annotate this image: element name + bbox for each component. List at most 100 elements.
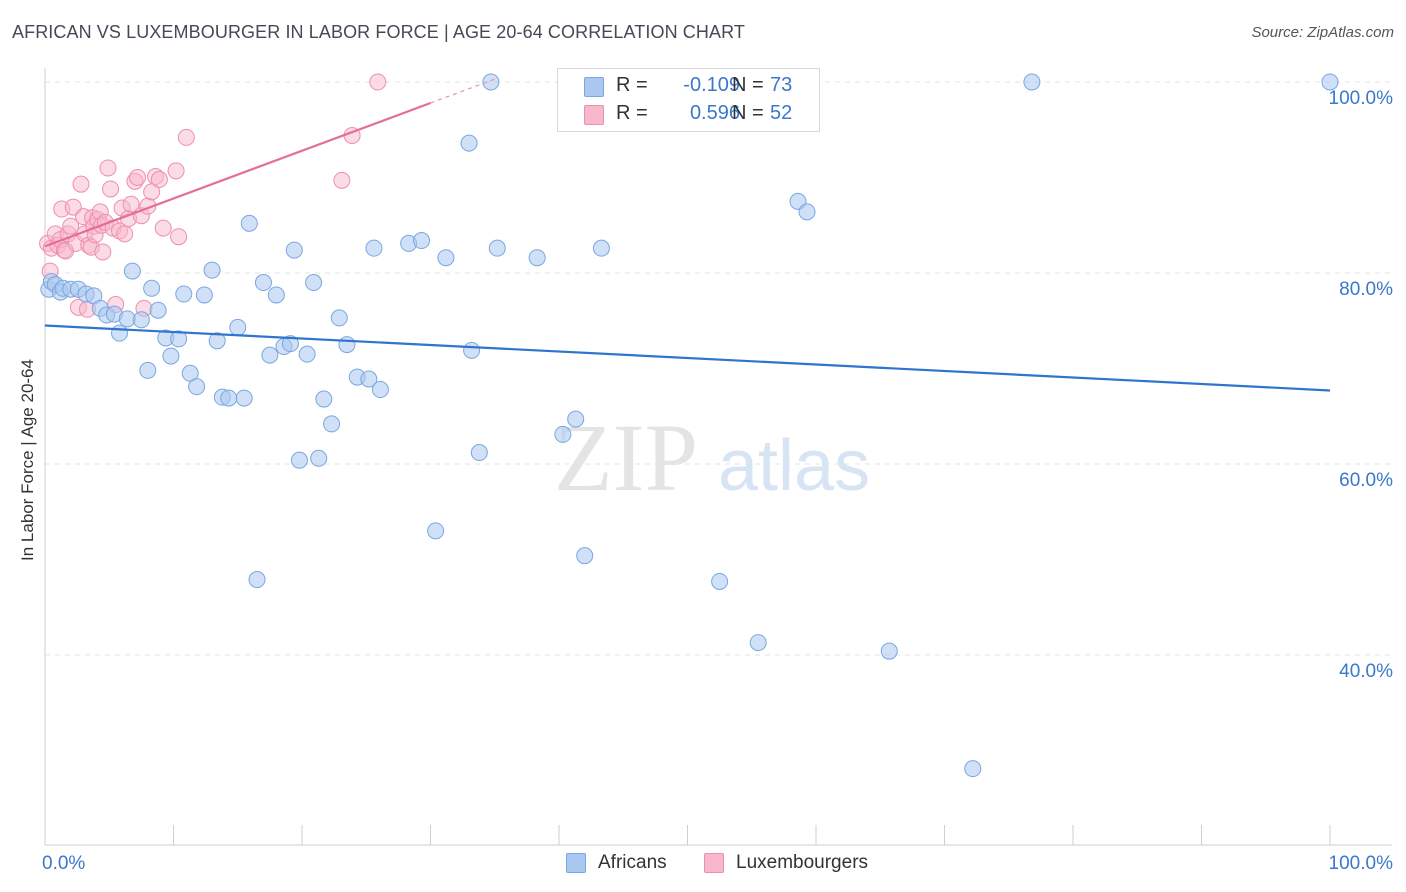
african-point	[267, 286, 285, 304]
african-point	[554, 425, 572, 443]
luxembourger-point	[72, 175, 90, 193]
legend-r-label: R =	[616, 74, 648, 96]
legend-swatch-luxembourgers	[584, 105, 604, 125]
african-point	[338, 336, 356, 354]
luxembourger-point	[369, 73, 387, 91]
african-point	[315, 390, 333, 408]
african-point	[123, 262, 141, 280]
african-point	[488, 239, 506, 257]
luxembourger-point	[116, 225, 134, 243]
african-point	[188, 378, 206, 396]
african-point	[592, 239, 610, 257]
african-point	[576, 547, 594, 565]
african-point	[413, 232, 431, 250]
african-point	[170, 330, 188, 348]
african-point	[371, 381, 389, 399]
axes	[44, 68, 1392, 846]
african-point	[139, 361, 157, 379]
african-point	[460, 134, 478, 152]
african-point	[235, 389, 253, 407]
luxembourger-point	[102, 180, 120, 198]
luxembourger-point	[94, 243, 112, 261]
african-point	[567, 410, 585, 428]
african-point	[323, 415, 341, 433]
african-point	[203, 261, 221, 279]
african-point	[305, 274, 323, 292]
luxembourger-point	[129, 169, 147, 186]
african-point	[711, 572, 729, 590]
legend-n-label: N =	[732, 102, 764, 124]
legend-n-value: 52	[770, 102, 793, 124]
african-point	[281, 335, 299, 353]
african-point	[437, 249, 455, 267]
chart-title: AFRICAN VS LUXEMBOURGER IN LABOR FORCE |…	[12, 22, 745, 42]
x-tick-label-min: 0.0%	[42, 853, 85, 874]
legend-swatch-africans	[584, 77, 604, 97]
legend-r-value: -0.109	[683, 74, 740, 96]
african-point	[290, 451, 308, 469]
african-point	[298, 345, 316, 363]
luxembourger-point	[170, 228, 188, 246]
y-tick-label: 100.0%	[1329, 88, 1394, 109]
correlation-legend: R = -0.109 N = 73 R = 0.596 N = 52	[557, 68, 820, 132]
african-point	[229, 318, 247, 336]
african-point	[132, 311, 150, 329]
source-label: Source: ZipAtlas.com	[1251, 24, 1394, 41]
legend-n-label: N =	[732, 74, 764, 96]
african-point	[208, 332, 226, 350]
africans-points	[40, 73, 1339, 778]
african-point	[330, 309, 348, 327]
african-point	[749, 634, 767, 652]
luxembourger-point	[62, 217, 80, 235]
luxembourger-point	[150, 170, 168, 188]
african-point	[220, 389, 238, 407]
grid	[45, 81, 1392, 656]
luxembourger-point	[333, 171, 351, 189]
african-point	[285, 241, 303, 259]
african-point	[118, 310, 136, 328]
y-tick-label: 60.0%	[1339, 470, 1393, 491]
luxembourger-point	[154, 219, 172, 237]
african-point	[1023, 73, 1041, 91]
watermark-atlas: atlas	[718, 426, 870, 506]
legend-r-label: R =	[616, 102, 648, 124]
african-point	[1321, 73, 1339, 91]
african-point	[360, 370, 378, 388]
african-point	[528, 249, 546, 267]
luxembourger-point	[177, 128, 195, 146]
african-point	[195, 286, 213, 304]
african-point	[248, 571, 266, 589]
african-point	[240, 214, 258, 232]
trend-lines	[44, 78, 1331, 392]
african-point	[149, 301, 167, 319]
luxembourgers-trend-extension	[430, 78, 495, 104]
africans-trend-line	[44, 324, 1331, 392]
african-point	[427, 522, 445, 540]
luxembourger-point	[167, 162, 185, 180]
african-point	[365, 239, 383, 257]
african-point	[111, 324, 129, 342]
african-point	[175, 285, 193, 303]
y-tick-label: 80.0%	[1339, 279, 1393, 300]
legend-n-value: 73	[770, 74, 793, 96]
african-point	[798, 203, 816, 221]
african-point	[964, 760, 982, 778]
bottom-legend-swatch-africans	[566, 853, 586, 873]
african-point	[880, 642, 898, 660]
bottom-legend-label-luxembourgers: Luxembourgers	[736, 852, 869, 873]
watermark: ZIP atlas	[554, 404, 870, 511]
african-point	[470, 444, 488, 462]
african-point	[254, 274, 272, 292]
african-point	[482, 73, 500, 91]
african-point	[162, 347, 180, 365]
bottom-legend-label-africans: Africans	[598, 852, 667, 873]
luxembourgers-trend-line	[44, 101, 431, 248]
african-point	[310, 449, 328, 467]
y-tick-label: 40.0%	[1339, 661, 1393, 682]
luxembourger-point	[99, 159, 117, 177]
luxembourgers-points	[39, 73, 387, 318]
african-point	[143, 279, 161, 297]
luxembourger-point	[122, 195, 140, 213]
tick-labels: 40.0% 60.0% 80.0% 100.0% 0.0% 100.0%	[42, 88, 1393, 874]
